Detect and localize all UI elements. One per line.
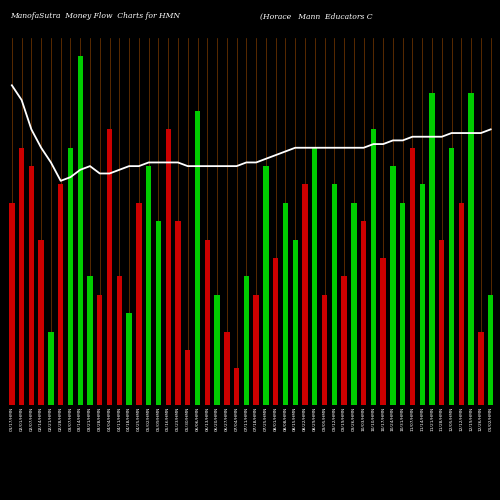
Bar [370,130,376,405]
Bar [166,130,171,405]
Bar [410,148,415,405]
Bar [48,332,54,405]
Bar [449,148,454,405]
Bar [58,184,64,405]
Bar [146,166,152,405]
Bar [439,240,444,405]
Bar [28,166,34,405]
Bar [126,313,132,405]
Bar [244,276,249,405]
Bar [97,294,102,405]
Text: ManofaSutra  Money Flow  Charts for HMN: ManofaSutra Money Flow Charts for HMN [10,12,180,20]
Bar [273,258,278,405]
Bar [214,294,220,405]
Bar [78,56,83,405]
Bar [263,166,268,405]
Bar [195,111,200,405]
Bar [302,184,308,405]
Bar [136,203,141,405]
Bar [312,148,318,405]
Bar [38,240,44,405]
Bar [224,332,230,405]
Text: (Horace   Mann  Educators C: (Horace Mann Educators C [260,12,372,20]
Bar [400,203,406,405]
Bar [88,276,92,405]
Bar [19,148,24,405]
Bar [176,221,180,405]
Bar [488,294,494,405]
Bar [254,294,259,405]
Bar [292,240,298,405]
Bar [420,184,425,405]
Bar [361,221,366,405]
Bar [204,240,210,405]
Bar [390,166,396,405]
Bar [351,203,356,405]
Bar [332,184,337,405]
Bar [68,148,73,405]
Bar [478,332,484,405]
Bar [458,203,464,405]
Bar [468,92,474,405]
Bar [107,130,112,405]
Bar [322,294,327,405]
Bar [234,368,239,405]
Bar [283,203,288,405]
Bar [116,276,122,405]
Bar [430,92,434,405]
Bar [9,203,15,405]
Bar [380,258,386,405]
Bar [342,276,347,405]
Bar [156,221,161,405]
Bar [185,350,190,405]
